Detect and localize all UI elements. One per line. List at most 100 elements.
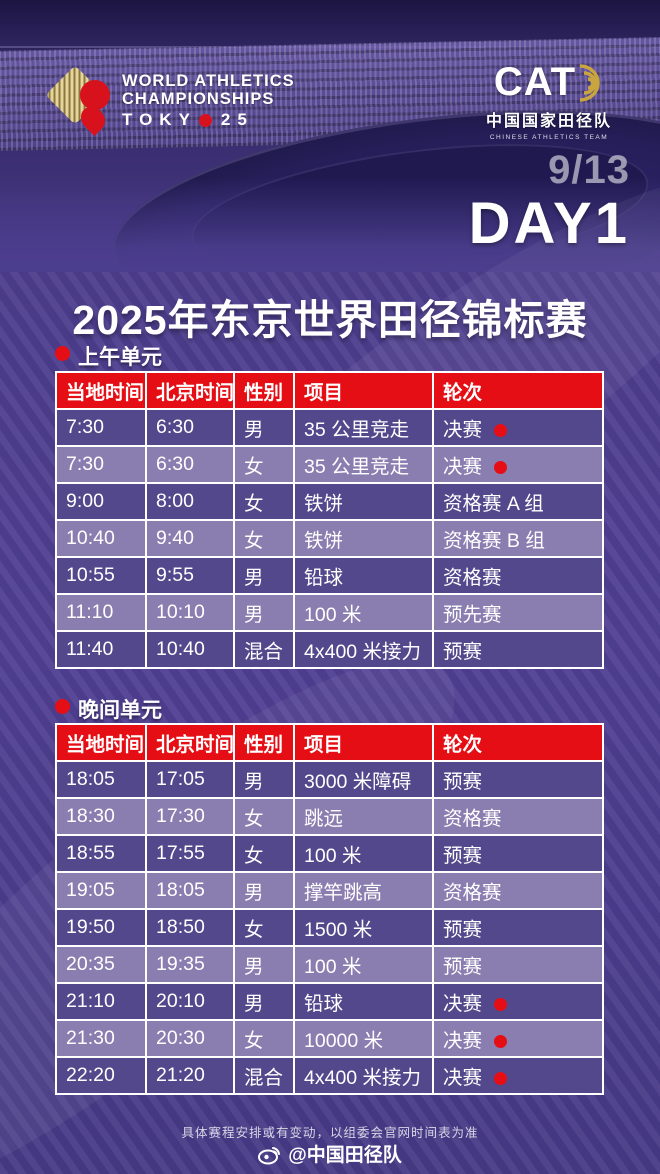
cell-local-time: 11:10: [55, 593, 147, 632]
final-medal-dot-icon: [494, 1072, 508, 1086]
cell-round: 预赛: [432, 945, 604, 984]
cell-beijing-time: 6:30: [145, 445, 235, 484]
round-label: 资格赛 A 组: [443, 493, 544, 515]
cell-gender: 女: [233, 1019, 295, 1058]
event-date: 9/13: [548, 148, 630, 192]
cell-round: 预先赛: [432, 593, 604, 632]
cell-local-time: 18:05: [55, 760, 147, 799]
cell-beijing-time: 21:20: [145, 1056, 235, 1095]
cell-gender: 混合: [233, 630, 295, 669]
stadium-photo: [0, 0, 660, 272]
cell-beijing-time: 6:30: [145, 408, 235, 447]
event-day: DAY1: [468, 191, 630, 256]
cell-local-time: 7:30: [55, 408, 147, 447]
cell-local-time: 22:20: [55, 1056, 147, 1095]
cell-event: 4x400 米接力: [293, 1056, 434, 1095]
weibo-icon: [258, 1146, 281, 1164]
cell-event: 100 米: [293, 945, 434, 984]
cell-local-time: 7:30: [55, 445, 147, 484]
table-row: 9:00 8:00 女 铁饼 资格赛 A 组: [55, 482, 604, 521]
table-row: 20:35 19:35 男 100 米 预赛: [55, 945, 604, 984]
cell-beijing-time: 19:35: [145, 945, 235, 984]
final-medal-dot-icon: [494, 461, 508, 475]
cell-gender: 混合: [233, 1056, 295, 1095]
session-bullet-icon: [55, 698, 70, 714]
cell-local-time: 19:50: [55, 908, 147, 947]
cell-event: 10000 米: [293, 1019, 434, 1058]
cell-gender: 男: [233, 556, 295, 595]
cat-name-cn: 中国国家田径队: [485, 113, 612, 130]
col-header-local-time: 当地时间: [55, 371, 147, 410]
cell-event: 3000 米障碍: [293, 760, 434, 799]
cell-event: 100 米: [293, 593, 434, 632]
round-label: 决赛: [443, 993, 483, 1015]
weibo-handle: @中国田径队: [288, 1145, 402, 1166]
cell-event: 铁饼: [293, 519, 434, 558]
round-label: 决赛: [443, 1030, 483, 1052]
cell-beijing-time: 10:40: [145, 630, 235, 669]
round-label: 资格赛: [443, 567, 502, 589]
cell-event: 撑竿跳高: [293, 871, 434, 910]
cell-beijing-time: 20:10: [145, 982, 235, 1021]
cell-gender: 男: [233, 593, 295, 632]
cell-gender: 男: [233, 871, 295, 910]
cell-beijing-time: 9:55: [145, 556, 235, 595]
cell-beijing-time: 18:50: [145, 908, 235, 947]
cell-round: 资格赛: [432, 797, 604, 836]
cell-gender: 男: [233, 945, 295, 984]
cell-gender: 女: [233, 445, 295, 484]
cell-local-time: 10:55: [55, 556, 147, 595]
round-label: 资格赛: [443, 808, 502, 830]
disclaimer-note: 具体赛程安排或有变动，以组委会官网时间表为准: [181, 1126, 479, 1140]
cell-event: 100 米: [293, 834, 434, 873]
cell-round: 预赛: [432, 908, 604, 947]
cell-beijing-time: 20:30: [145, 1019, 235, 1058]
cell-event: 铁饼: [293, 482, 434, 521]
table-row: 11:40 10:40 混合 4x400 米接力 预赛: [55, 630, 604, 669]
cat-name-en: CHINESE ATHLETICS TEAM: [489, 134, 609, 141]
morning-session-table: 当地时间 北京时间 性别 项目 轮次 7:30 6:30 男 35 公里竞走 决…: [55, 371, 604, 669]
table-row: 21:10 20:10 男 铅球 决赛: [55, 982, 604, 1021]
table-row: 11:10 10:10 男 100 米 预先赛: [55, 593, 604, 632]
cell-beijing-time: 17:55: [145, 834, 235, 873]
cell-local-time: 9:00: [55, 482, 147, 521]
cell-round: 决赛: [432, 408, 604, 447]
table-row: 19:50 18:50 女 1500 米 预赛: [55, 908, 604, 947]
table-row: 7:30 6:30 男 35 公里竞走 决赛: [55, 408, 604, 447]
round-label: 决赛: [443, 1067, 483, 1089]
cell-local-time: 21:10: [55, 982, 147, 1021]
cell-local-time: 20:35: [55, 945, 147, 984]
cell-gender: 男: [233, 760, 295, 799]
session-bullet-icon: [55, 345, 70, 361]
morning-session-label: 上午单元: [55, 341, 162, 371]
table-row: 10:55 9:55 男 铅球 资格赛: [55, 556, 604, 595]
cell-beijing-time: 17:30: [145, 797, 235, 836]
round-label: 预赛: [443, 845, 483, 867]
wa-logo-line1: WORLD ATHLETICS: [122, 72, 295, 91]
cell-gender: 女: [233, 797, 295, 836]
col-header-event: 项目: [293, 723, 434, 762]
table-row: 10:40 9:40 女 铁饼 资格赛 B 组: [55, 519, 604, 558]
cell-gender: 女: [233, 519, 295, 558]
evening-session-label: 晚间单元: [55, 694, 162, 724]
cell-event: 铅球: [293, 982, 434, 1021]
table-row: 18:30 17:30 女 跳远 资格赛: [55, 797, 604, 836]
table-row: 7:30 6:30 女 35 公里竞走 决赛: [55, 445, 604, 484]
col-header-beijing-time: 北京时间: [145, 723, 235, 762]
tokyo-o-dot-icon: [198, 114, 212, 128]
cell-beijing-time: 9:40: [145, 519, 235, 558]
cell-beijing-time: 17:05: [145, 760, 235, 799]
cell-local-time: 18:30: [55, 797, 147, 836]
cell-beijing-time: 18:05: [145, 871, 235, 910]
table-header-row: 当地时间 北京时间 性别 项目 轮次: [55, 371, 604, 410]
cell-beijing-time: 8:00: [145, 482, 235, 521]
round-label: 预赛: [443, 956, 483, 978]
wa-logo-line2: CHAMPIONSHIPS: [122, 90, 275, 109]
round-label: 预赛: [443, 919, 483, 941]
cell-gender: 女: [233, 908, 295, 947]
page-title: 2025年东京世界田径锦标赛: [72, 297, 588, 343]
cell-round: 预赛: [432, 834, 604, 873]
col-header-local-time: 当地时间: [55, 723, 147, 762]
cell-local-time: 18:55: [55, 834, 147, 873]
